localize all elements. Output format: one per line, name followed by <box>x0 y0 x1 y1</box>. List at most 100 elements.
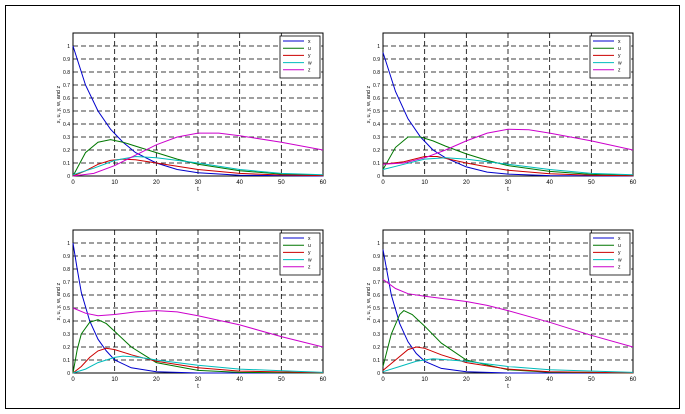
x-tick-label: 10 <box>421 377 428 383</box>
y-tick-label: 0.4 <box>63 122 70 128</box>
y-tick-label: 0.6 <box>63 293 70 299</box>
legend-label: z <box>618 265 621 271</box>
y-tick-label: 0.8 <box>373 267 380 273</box>
series-line-w <box>72 355 324 374</box>
legend-label: u <box>308 46 311 52</box>
legend-label: u <box>618 243 621 249</box>
y-tick-label: 0.6 <box>63 96 70 102</box>
series-line-u <box>72 319 324 374</box>
x-axis-label: t <box>507 384 509 390</box>
x-axis-label: t <box>197 187 199 193</box>
y-tick-label: 0.5 <box>63 306 70 312</box>
x-tick-label: 30 <box>505 180 512 186</box>
series-line-x <box>72 45 324 177</box>
x-tick-label: 20 <box>153 180 160 186</box>
legend-box <box>589 35 631 79</box>
y-axis-label: x, u, y, w, and z <box>366 283 372 321</box>
series-line-w <box>382 157 634 176</box>
y-tick-label: 0.2 <box>373 148 380 154</box>
legend-label: y <box>308 53 311 59</box>
x-tick-label: 50 <box>278 180 285 186</box>
y-tick-label: 0.3 <box>63 332 70 338</box>
y-tick-label: 0.1 <box>63 358 70 364</box>
legend-box <box>279 35 321 79</box>
series-line-x <box>72 242 323 374</box>
y-tick-label: 1 <box>67 241 70 247</box>
y-tick-label: 0.9 <box>373 57 380 63</box>
chart-panel: 0 10 20 30 40 50 60 0 0.1 0.2 0.3 0.4 0.5 0.6 0.7 0.8 0.… <box>56 229 327 390</box>
x-tick-label: 40 <box>546 180 553 186</box>
y-tick-label: 0.4 <box>373 319 380 325</box>
legend-label: w <box>618 60 622 66</box>
series-line-u <box>72 139 324 177</box>
x-tick-label: 60 <box>320 180 327 186</box>
chart-panel: 0 10 20 30 40 50 60 0 0.1 0.2 0.3 0.4 0.5 0.6 0.7 0.8 0.… <box>366 229 637 390</box>
legend-label: z <box>308 265 311 271</box>
legend-label: w <box>308 257 312 263</box>
series-line-u <box>382 136 634 176</box>
x-tick-label: 60 <box>320 377 327 383</box>
y-tick-label: 0 <box>377 174 380 180</box>
y-tick-label: 0.3 <box>63 135 70 141</box>
legend-label: z <box>308 68 311 74</box>
y-tick-label: 0.7 <box>373 83 380 89</box>
y-axis-label: x, u, y, w, and z <box>56 86 62 124</box>
y-tick-label: 1 <box>377 44 380 50</box>
series-line-u <box>382 310 634 374</box>
legend-label: u <box>308 243 311 249</box>
x-axis-label: t <box>507 187 509 193</box>
x-tick-label: 50 <box>278 377 285 383</box>
series-line-w <box>382 358 634 373</box>
y-tick-label: 0.2 <box>63 148 70 154</box>
x-tick-label: 10 <box>111 377 118 383</box>
series-line-y <box>382 156 634 177</box>
x-tick-label: 30 <box>505 377 512 383</box>
x-tick-label: 0 <box>381 377 385 383</box>
series-line-z <box>72 307 324 348</box>
y-tick-label: 1 <box>377 241 380 247</box>
x-axis-label: t <box>197 384 199 390</box>
x-tick-label: 20 <box>153 377 160 383</box>
x-tick-label: 30 <box>195 377 202 383</box>
x-tick-label: 40 <box>236 377 243 383</box>
x-tick-label: 30 <box>195 180 202 186</box>
legend-label: x <box>618 39 621 45</box>
y-tick-label: 0 <box>67 371 70 377</box>
y-axis-label: x, u, y, w, and z <box>366 86 372 124</box>
y-tick-label: 0.8 <box>373 70 380 76</box>
y-tick-label: 0.5 <box>373 306 380 312</box>
y-tick-label: 0.1 <box>373 358 380 364</box>
y-tick-label: 0 <box>377 371 380 377</box>
y-tick-label: 0.6 <box>373 293 380 299</box>
series-line-x <box>382 249 633 374</box>
y-tick-label: 0.1 <box>373 161 380 167</box>
legend-label: y <box>618 250 621 256</box>
y-tick-label: 0.8 <box>63 70 70 76</box>
y-tick-label: 0.7 <box>63 280 70 286</box>
legend-label: x <box>308 39 311 45</box>
x-tick-label: 40 <box>546 377 553 383</box>
x-tick-label: 10 <box>421 180 428 186</box>
y-tick-label: 0.4 <box>373 122 380 128</box>
x-tick-label: 0 <box>71 377 75 383</box>
y-tick-label: 0.7 <box>373 280 380 286</box>
y-tick-label: 0.5 <box>373 109 380 115</box>
y-tick-label: 0.3 <box>373 332 380 338</box>
y-tick-label: 0.3 <box>373 135 380 141</box>
y-tick-label: 1 <box>67 44 70 50</box>
y-tick-label: 0.9 <box>63 254 70 260</box>
legend-label: y <box>618 53 621 59</box>
y-tick-label: 0.4 <box>63 319 70 325</box>
legend-label: u <box>618 46 621 52</box>
y-tick-label: 0.2 <box>63 345 70 351</box>
series-line-y <box>72 347 324 374</box>
y-tick-label: 0.9 <box>63 57 70 63</box>
x-tick-label: 50 <box>588 377 595 383</box>
legend-label: y <box>308 250 311 256</box>
y-axis-label: x, u, y, w, and z <box>56 283 62 321</box>
y-tick-label: 0.1 <box>63 161 70 167</box>
series-line-y <box>382 346 634 374</box>
chart-panel: 0 10 20 30 40 50 60 0 0.1 0.2 0.3 0.4 0.5 0.6 0.7 0.8 0.… <box>366 32 637 193</box>
series-line-z <box>72 132 324 177</box>
